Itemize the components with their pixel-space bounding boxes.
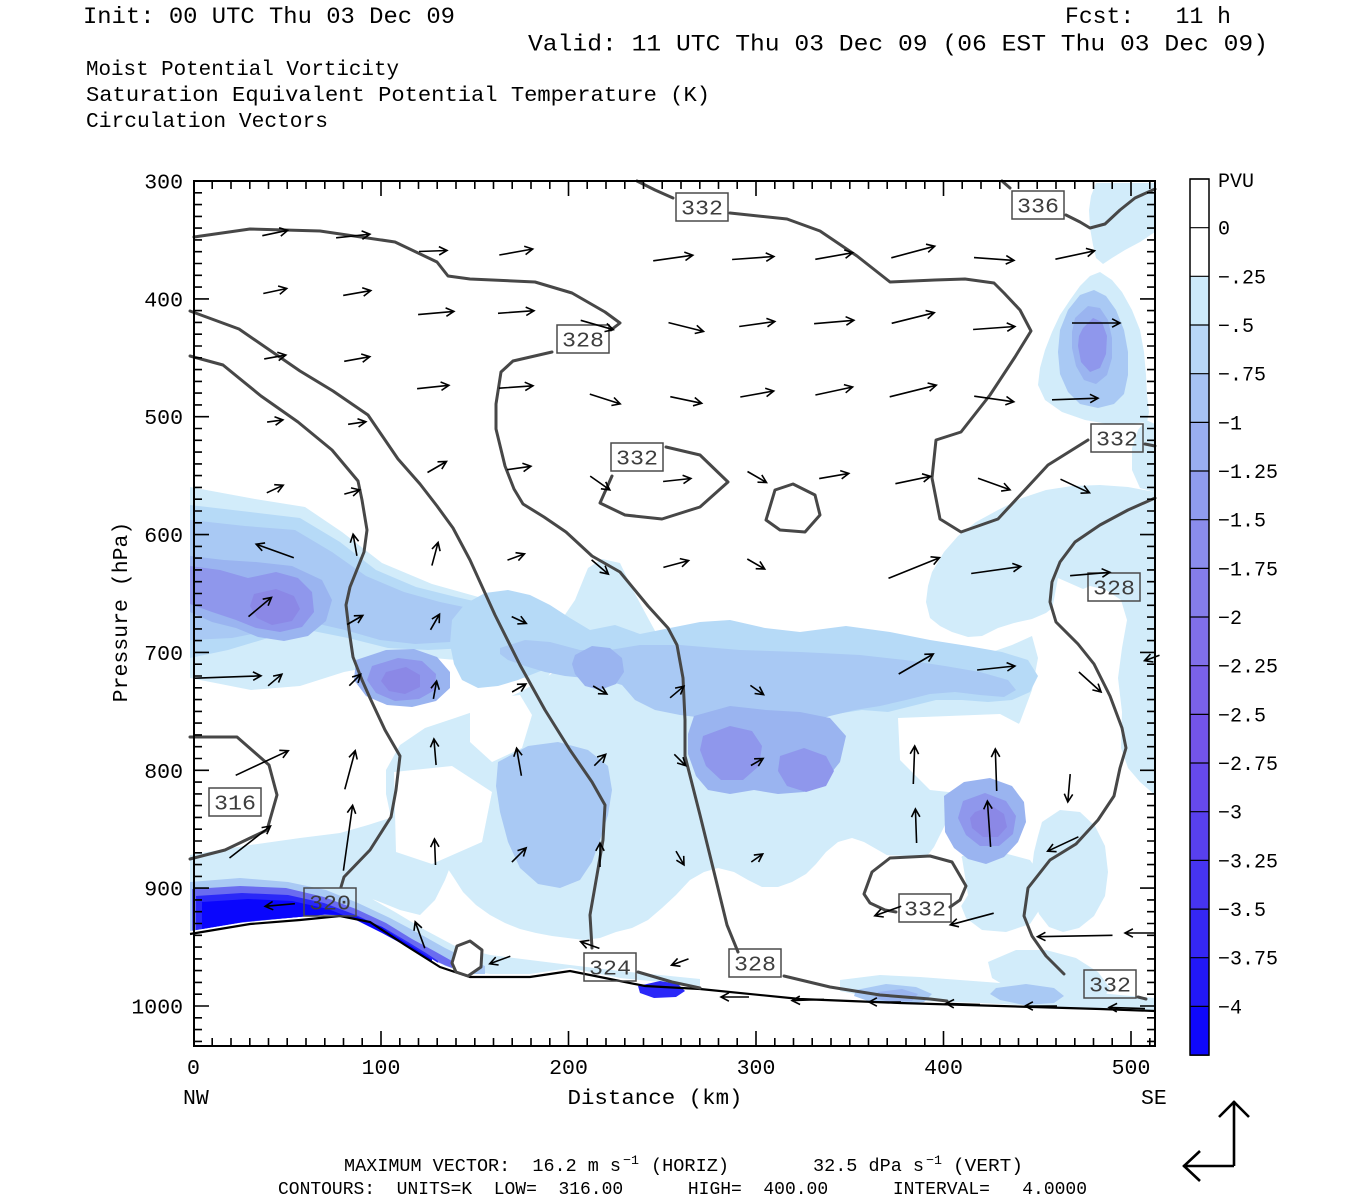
svg-text:−1.25: −1.25 (1218, 462, 1278, 485)
svg-text:500: 500 (144, 407, 183, 431)
svg-text:328: 328 (562, 330, 604, 354)
svg-text:600: 600 (144, 525, 183, 549)
svg-text:−.5: −.5 (1218, 316, 1254, 339)
svg-text:0: 0 (1218, 219, 1230, 242)
svg-text:−.25: −.25 (1218, 267, 1266, 290)
svg-text:320: 320 (309, 893, 351, 917)
svg-text:300: 300 (737, 1057, 776, 1081)
svg-text:332: 332 (616, 448, 658, 472)
svg-text:0: 0 (187, 1057, 200, 1081)
svg-text:332: 332 (1089, 975, 1131, 999)
svg-text:−1.75: −1.75 (1218, 559, 1278, 582)
svg-text:300: 300 (144, 172, 183, 196)
svg-text:336: 336 (1017, 196, 1059, 220)
svg-text:800: 800 (144, 761, 183, 785)
svg-text:MAXIMUM VECTOR: 16.2 m s: MAXIMUM VECTOR: 16.2 m s (344, 1156, 621, 1177)
svg-text:500: 500 (1112, 1057, 1151, 1081)
svg-text:Fcst: 11 h: Fcst: 11 h (1065, 4, 1231, 31)
svg-text:100: 100 (362, 1057, 401, 1081)
svg-text:−1: −1 (1218, 413, 1242, 436)
svg-text:328: 328 (734, 954, 776, 978)
svg-text:1000: 1000 (131, 997, 183, 1021)
svg-text:CONTOURS: UNITS=K LOW= 316.: CONTOURS: UNITS=K LOW= 316.00 HIGH= 400.… (278, 1179, 1087, 1200)
svg-text:−3.5: −3.5 (1218, 900, 1266, 923)
svg-text:332: 332 (681, 198, 723, 222)
svg-text:900: 900 (144, 879, 183, 903)
svg-text:−1: −1 (926, 1153, 942, 1168)
svg-text:−2.5: −2.5 (1218, 705, 1266, 728)
svg-text:−2.25: −2.25 (1218, 657, 1278, 680)
svg-text:700: 700 (144, 643, 183, 667)
svg-text:400: 400 (144, 289, 183, 313)
svg-text:Circulation Vectors: Circulation Vectors (86, 110, 328, 134)
svg-text:(VERT): (VERT) (953, 1156, 1023, 1177)
svg-text:332: 332 (1096, 429, 1138, 453)
svg-text:−.75: −.75 (1218, 365, 1266, 388)
svg-text:324: 324 (589, 958, 631, 982)
svg-text:32.5 dPa s: 32.5 dPa s (813, 1156, 924, 1177)
svg-text:−1.5: −1.5 (1218, 511, 1266, 534)
svg-text:−4: −4 (1218, 997, 1242, 1020)
svg-text:Moist Potential Vorticity: Moist Potential Vorticity (86, 58, 399, 82)
svg-text:200: 200 (549, 1057, 588, 1081)
svg-text:328: 328 (1093, 578, 1135, 602)
svg-text:−2: −2 (1218, 608, 1242, 631)
svg-text:400: 400 (924, 1057, 963, 1081)
svg-text:Saturation Equivalent Potentia: Saturation Equivalent Potential Temperat… (86, 84, 710, 108)
svg-text:316: 316 (214, 793, 256, 817)
svg-text:Pressure (hPa): Pressure (hPa) (110, 522, 134, 703)
svg-text:(HORIZ): (HORIZ) (651, 1156, 729, 1177)
svg-text:−3.75: −3.75 (1218, 949, 1278, 972)
svg-text:Init: 00 UTC Thu 03 Dec 09: Init: 00 UTC Thu 03 Dec 09 (83, 4, 455, 31)
svg-text:Distance (km): Distance (km) (568, 1087, 743, 1111)
svg-text:332: 332 (904, 899, 946, 923)
svg-text:Valid: 11 UTC Thu 03 Dec 09 (0: Valid: 11 UTC Thu 03 Dec 09 (06 EST Thu … (528, 32, 1268, 59)
svg-text:SE: SE (1141, 1087, 1167, 1111)
svg-text:−1: −1 (623, 1153, 639, 1168)
svg-text:PVU: PVU (1218, 171, 1254, 194)
svg-text:−3.25: −3.25 (1218, 851, 1278, 874)
svg-text:−2.75: −2.75 (1218, 754, 1278, 777)
svg-text:−3: −3 (1218, 803, 1242, 826)
svg-text:NW: NW (183, 1087, 209, 1111)
